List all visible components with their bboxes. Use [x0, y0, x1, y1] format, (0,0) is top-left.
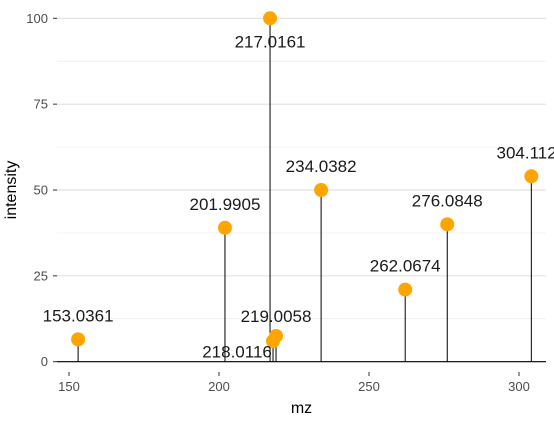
peak-point — [71, 332, 86, 347]
x-axis-ticks: 150 200 250 300 — [58, 372, 530, 394]
peak-label: 201.9905 — [190, 195, 261, 214]
peak-point — [398, 282, 413, 297]
y-tick-label: 0 — [41, 354, 48, 369]
grid-layer — [57, 17, 546, 363]
peak-label: 276.0848 — [412, 191, 483, 210]
y-axis-title: intensity — [3, 161, 20, 220]
peak-point — [524, 169, 539, 184]
x-tick-label: 250 — [358, 379, 380, 394]
peak-point — [269, 328, 284, 343]
peak-label: 217.0161 — [235, 32, 306, 51]
x-axis-title: mz — [291, 400, 312, 417]
y-tick-label: 50 — [34, 183, 48, 198]
y-tick-label: 100 — [26, 11, 48, 26]
peak-label: 153.0361 — [43, 306, 114, 325]
peak-label: 262.0674 — [370, 257, 441, 276]
point-layer — [71, 11, 539, 349]
peak-label: 234.0382 — [286, 157, 357, 176]
x-tick-label: 200 — [208, 379, 230, 394]
x-tick-label: 150 — [58, 379, 80, 394]
y-tick-label: 25 — [34, 268, 48, 283]
peak-point — [314, 183, 329, 197]
peak-label: 218.0116 — [202, 343, 272, 362]
peak-label: 219.0058 — [241, 307, 312, 326]
peak-label: 304.1124 — [497, 143, 554, 162]
y-axis-ticks: 0 25 50 75 100 — [26, 11, 57, 369]
peak-point — [217, 220, 232, 235]
label-layer: 153.0361 201.9905 217.0161 218.0116 219.0058… — [43, 32, 554, 361]
y-tick-label: 75 — [34, 97, 48, 112]
x-tick-label: 300 — [508, 379, 530, 394]
peak-point — [263, 11, 278, 26]
peak-point — [440, 217, 455, 232]
